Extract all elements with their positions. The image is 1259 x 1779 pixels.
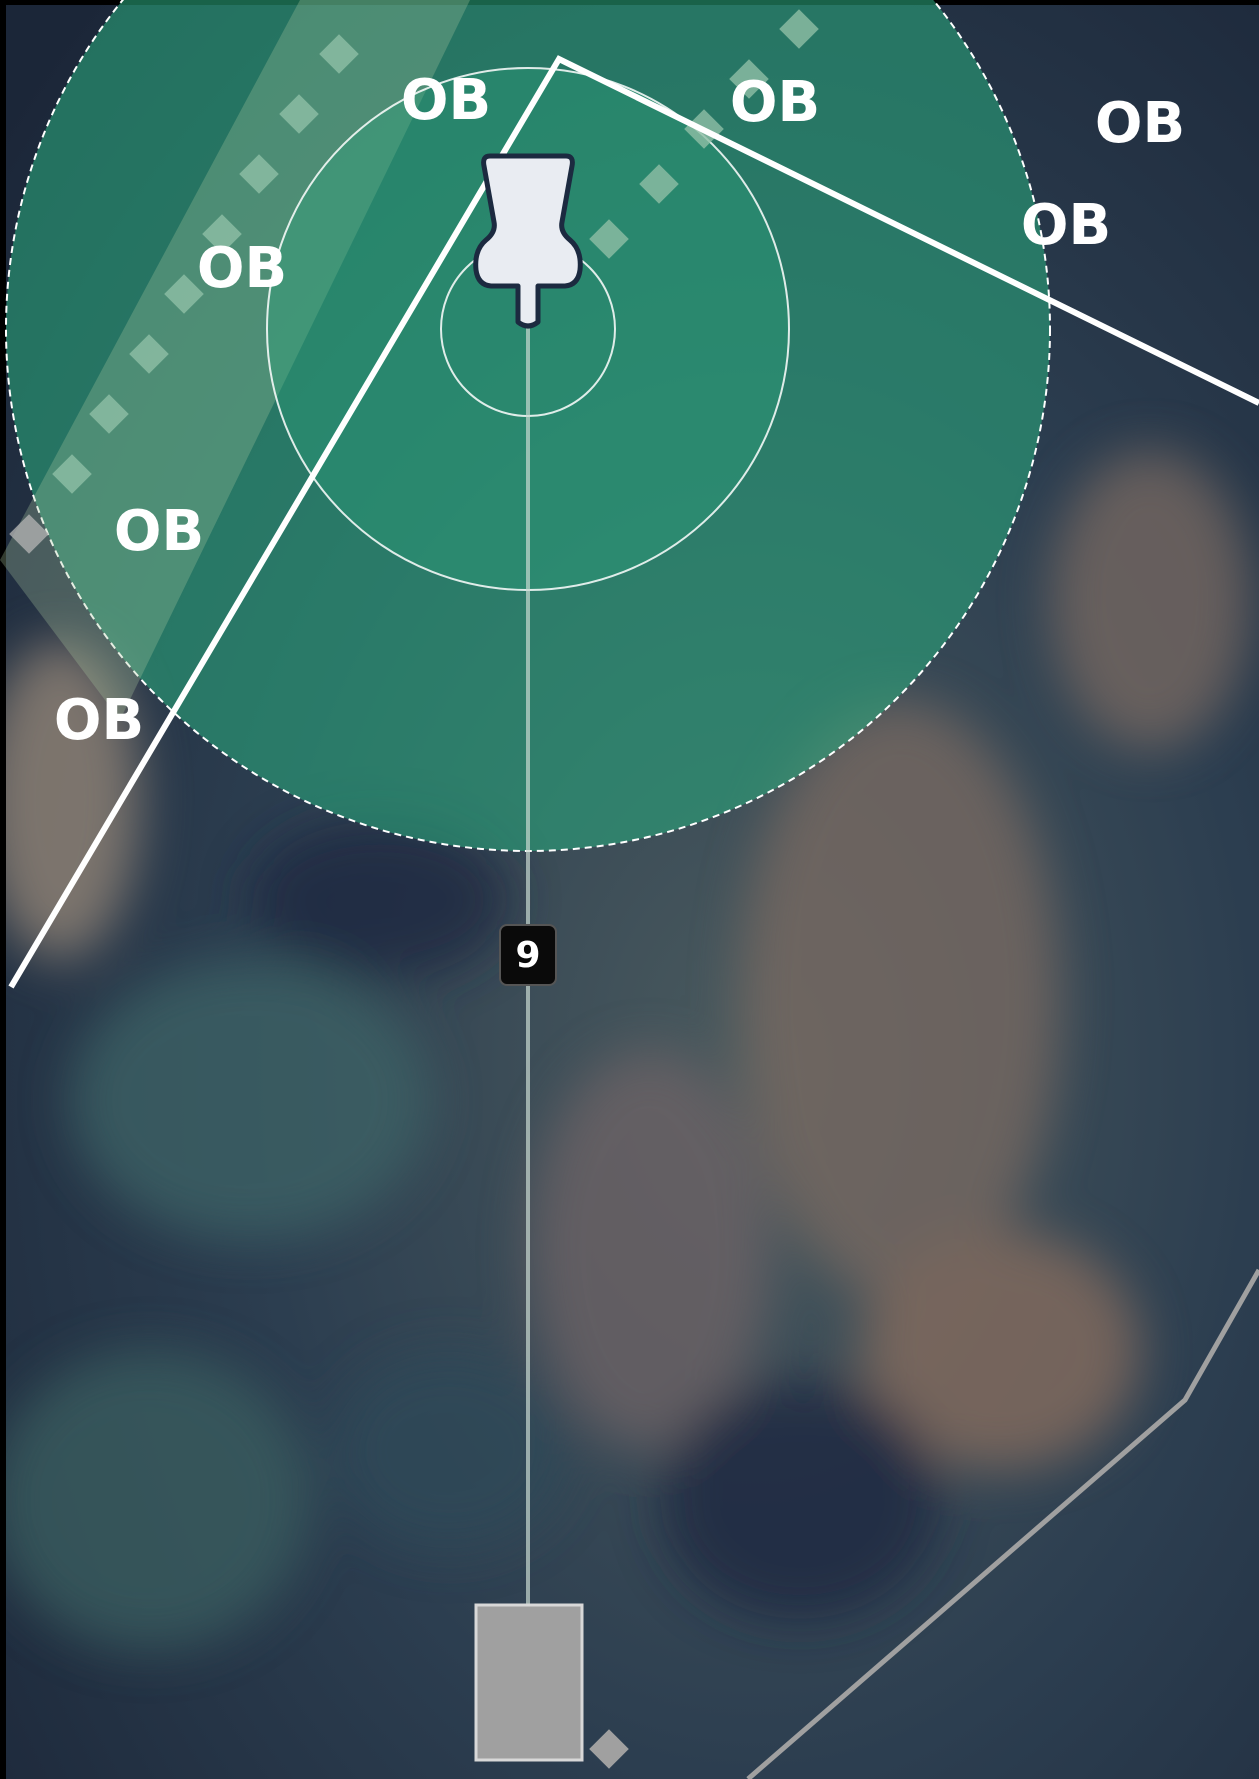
- ob-marker: [589, 1729, 629, 1769]
- ob-dotted-line-right: [589, 9, 819, 259]
- left-edge: [0, 0, 6, 1779]
- hole-number: 9: [515, 935, 540, 976]
- basket-icon: [473, 153, 583, 329]
- ob-line: [8, 55, 1259, 989]
- ob-label: OB: [1021, 193, 1111, 258]
- ob-line-gray: [746, 1268, 1259, 1779]
- ob-label: OB: [54, 688, 144, 753]
- tee-pad: [474, 1603, 584, 1762]
- hole-number-badge: [499, 924, 557, 986]
- ob-label: OB: [401, 68, 491, 133]
- ob-label: OB: [1095, 91, 1185, 156]
- ob-label: OB: [730, 70, 820, 135]
- ob-label: OB: [197, 236, 287, 301]
- terrain: [0, 450, 1250, 1650]
- ob-label: OB: [114, 499, 204, 564]
- road: [0, 0, 470, 720]
